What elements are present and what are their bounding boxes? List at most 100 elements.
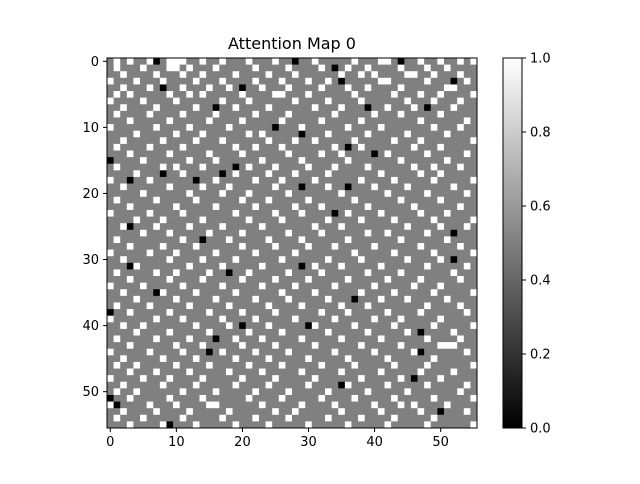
heatmap-cell (285, 143, 293, 151)
heatmap-cell (371, 176, 379, 184)
heatmap-cell (358, 394, 366, 402)
heatmap-cell (430, 71, 438, 79)
heatmap-cell (107, 342, 114, 350)
heatmap-cell (272, 209, 280, 217)
heatmap-cell (410, 322, 418, 330)
heatmap-cell (298, 302, 306, 310)
heatmap-cell (265, 295, 273, 303)
heatmap-cell (437, 421, 445, 429)
heatmap-cell (199, 414, 207, 422)
heatmap-cell (410, 269, 418, 277)
heatmap-cell (186, 408, 194, 416)
heatmap-cell (430, 335, 438, 343)
heatmap-cell (470, 348, 478, 356)
heatmap-cell (120, 236, 128, 244)
heatmap-cell (278, 91, 286, 98)
heatmap-cell (159, 124, 167, 132)
heatmap-cell (192, 77, 200, 85)
heatmap-cell (166, 295, 174, 303)
heatmap-cell (292, 209, 299, 217)
heatmap-cell (450, 137, 458, 145)
heatmap-cell (206, 375, 214, 383)
heatmap-cell (470, 190, 478, 198)
heatmap-cell (364, 110, 372, 118)
heatmap-cell (344, 64, 352, 72)
heatmap-cell (338, 309, 346, 317)
heatmap-cell (212, 64, 220, 72)
heatmap-cell (351, 375, 359, 383)
heatmap-cell (265, 361, 273, 369)
heatmap-cell (318, 394, 326, 402)
heatmap-cell (391, 276, 399, 283)
heatmap-cell (371, 91, 379, 98)
heatmap-cell (120, 328, 128, 336)
heatmap-cell (450, 249, 458, 257)
heatmap-cell (120, 216, 128, 224)
heatmap-cell (265, 381, 273, 389)
heatmap-cell (192, 58, 200, 65)
heatmap-cell (410, 295, 418, 303)
heatmap-cell (272, 262, 280, 270)
heatmap-cell (225, 381, 233, 389)
heatmap-cell (371, 84, 379, 92)
heatmap-cell (192, 269, 200, 277)
heatmap-cell (199, 157, 207, 165)
heatmap-cell (470, 335, 478, 343)
heatmap-cell (113, 236, 121, 244)
heatmap-cell (179, 117, 187, 125)
heatmap-cell (377, 176, 385, 184)
heatmap-cell (450, 170, 458, 178)
heatmap-cell (146, 328, 154, 336)
heatmap-cell (159, 170, 167, 178)
heatmap-cell (417, 269, 425, 277)
heatmap-cell (245, 335, 253, 343)
heatmap-cell (126, 394, 134, 402)
heatmap-cell (344, 163, 352, 171)
heatmap-cell (298, 91, 306, 98)
heatmap-cell (384, 408, 392, 416)
heatmap-cell (404, 315, 412, 323)
heatmap-cell (113, 209, 121, 217)
heatmap-cell (258, 183, 266, 191)
heatmap-cell (206, 157, 214, 165)
heatmap-cell (212, 104, 220, 112)
heatmap-cell (351, 394, 359, 402)
heatmap-cell (219, 276, 227, 283)
heatmap-cell (338, 348, 346, 356)
heatmap-cell (153, 157, 161, 165)
heatmap-cell (186, 143, 194, 151)
heatmap-cell (331, 117, 339, 125)
heatmap-cell (225, 71, 233, 79)
heatmap-cell (410, 71, 418, 79)
heatmap-cell (463, 223, 471, 231)
heatmap-cell (417, 64, 425, 72)
heatmap-cell (325, 150, 332, 158)
heatmap-cell (311, 289, 319, 297)
heatmap-cell (153, 368, 161, 376)
heatmap-cell (146, 58, 154, 65)
heatmap-cell (206, 71, 214, 79)
heatmap-cell (404, 196, 412, 204)
heatmap-cell (206, 421, 214, 429)
heatmap-cell (245, 421, 253, 429)
heatmap-cell (140, 209, 147, 217)
heatmap-cell (344, 243, 352, 250)
heatmap-cell (344, 203, 352, 211)
heatmap-cell (463, 249, 471, 257)
heatmap-cell (120, 335, 128, 343)
heatmap-cell (179, 223, 187, 231)
heatmap-cell (443, 408, 451, 416)
heatmap-cell (311, 322, 319, 330)
heatmap-cell (192, 183, 200, 191)
heatmap-cell (305, 401, 313, 409)
heatmap-cell (146, 176, 154, 184)
heatmap-cell (443, 71, 451, 79)
heatmap-cell (391, 269, 399, 277)
heatmap-cell (120, 130, 128, 138)
heatmap-cell (344, 401, 352, 409)
heatmap-cell (450, 348, 458, 356)
heatmap-cell (298, 322, 306, 330)
heatmap-cell (311, 414, 319, 422)
heatmap-cell (212, 348, 220, 356)
heatmap-cell (457, 137, 465, 145)
